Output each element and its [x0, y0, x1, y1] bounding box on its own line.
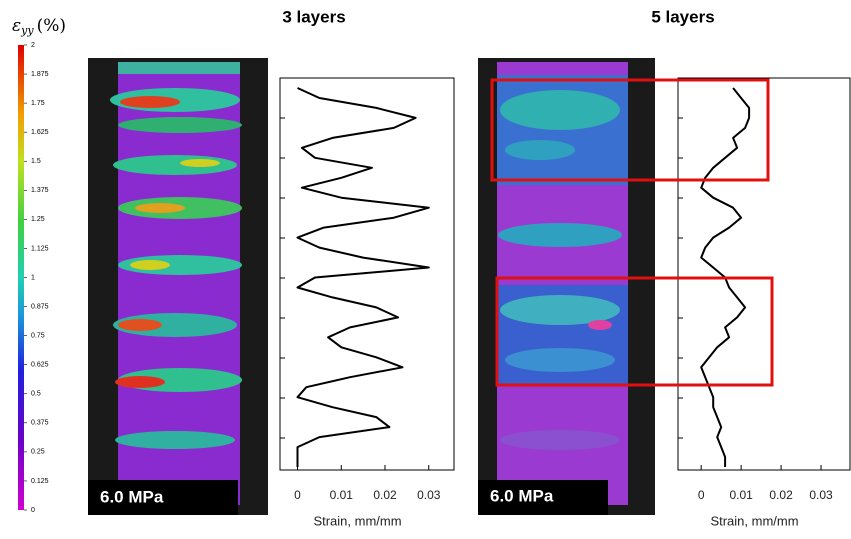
colorbar-tick-label: 2 [31, 42, 35, 49]
x-tick-label: 0.01 [729, 488, 753, 502]
plot-frame [279, 77, 455, 471]
x-tick-label: 0.03 [809, 488, 833, 502]
colorbar-tick-label: 1.875 [31, 71, 49, 78]
colorbar-tick-label: 0.875 [31, 303, 49, 310]
stress-label-box [478, 480, 608, 515]
colorbar-label: εyy (%) [12, 16, 66, 38]
x-tick-label: 0 [698, 488, 705, 502]
colorbar-tick-label: 0.125 [31, 478, 49, 485]
colorbar-tick-label: 1.75 [31, 100, 45, 107]
colorbar-tick-label: 0.625 [31, 362, 49, 369]
colorbar-tick-label: 1.25 [31, 216, 45, 223]
colorbar [18, 45, 24, 510]
x-axis-label: Strain, mm/mm [710, 513, 798, 528]
colorbar-tick-label: 1 [31, 274, 35, 281]
stress-label: 6.0 MPa [100, 487, 164, 506]
stress-label: 6.0 MPa [490, 486, 554, 505]
x-tick-label: 0.01 [330, 488, 354, 502]
x-tick-label: 0.02 [769, 488, 793, 502]
x-axis-label: Strain, mm/mm [313, 513, 401, 528]
stress-label-box [88, 480, 238, 515]
panel-title: 5 layers [651, 7, 714, 26]
plot-frame [677, 77, 851, 471]
colorbar-tick-label: 1.5 [31, 158, 41, 165]
highlight-box [490, 78, 770, 182]
colorbar-tick-label: 0.25 [31, 449, 45, 456]
x-tick-label: 0.02 [373, 488, 397, 502]
x-tick-label: 0.03 [417, 488, 441, 502]
colorbar-tick-label: 0.75 [31, 332, 45, 339]
strain-profile [296, 87, 430, 467]
colorbar-tick-label: 0.5 [31, 391, 41, 398]
colorbar-tick-label: 1.125 [31, 245, 49, 252]
highlight-box [495, 276, 774, 387]
dic-image [88, 58, 268, 515]
panel-title: 3 layers [282, 7, 345, 26]
x-tick-label: 0 [294, 488, 301, 502]
colorbar-tick-label: 0 [31, 507, 35, 514]
colorbar-tick-label: 1.625 [31, 129, 49, 136]
dic-image [478, 58, 655, 515]
colorbar-tick-label: 0.375 [31, 420, 49, 427]
colorbar-tick-label: 1.375 [31, 187, 49, 194]
